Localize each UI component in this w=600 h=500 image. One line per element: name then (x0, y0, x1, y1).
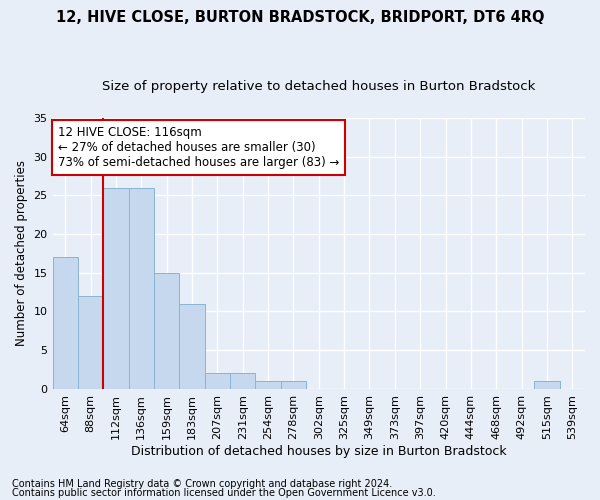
Bar (205, 374, 230, 389)
Text: 12, HIVE CLOSE, BURTON BRADSTOCK, BRIDPORT, DT6 4RQ: 12, HIVE CLOSE, BURTON BRADSTOCK, BRIDPO… (56, 10, 544, 25)
Bar (281, 381, 306, 389)
Title: Size of property relative to detached houses in Burton Bradstock: Size of property relative to detached ho… (102, 80, 535, 93)
X-axis label: Distribution of detached houses by size in Burton Bradstock: Distribution of detached houses by size … (131, 444, 506, 458)
Bar (230, 374, 256, 389)
Text: Contains HM Land Registry data © Crown copyright and database right 2024.: Contains HM Land Registry data © Crown c… (12, 479, 392, 489)
Bar (179, 304, 205, 389)
Bar (256, 381, 281, 389)
Bar (53, 257, 78, 389)
Bar (534, 381, 560, 389)
Bar (128, 188, 154, 389)
Y-axis label: Number of detached properties: Number of detached properties (15, 160, 28, 346)
Text: 12 HIVE CLOSE: 116sqm
← 27% of detached houses are smaller (30)
73% of semi-deta: 12 HIVE CLOSE: 116sqm ← 27% of detached … (58, 126, 339, 169)
Bar (103, 188, 128, 389)
Bar (154, 272, 179, 389)
Text: Contains public sector information licensed under the Open Government Licence v3: Contains public sector information licen… (12, 488, 436, 498)
Bar (78, 296, 103, 389)
